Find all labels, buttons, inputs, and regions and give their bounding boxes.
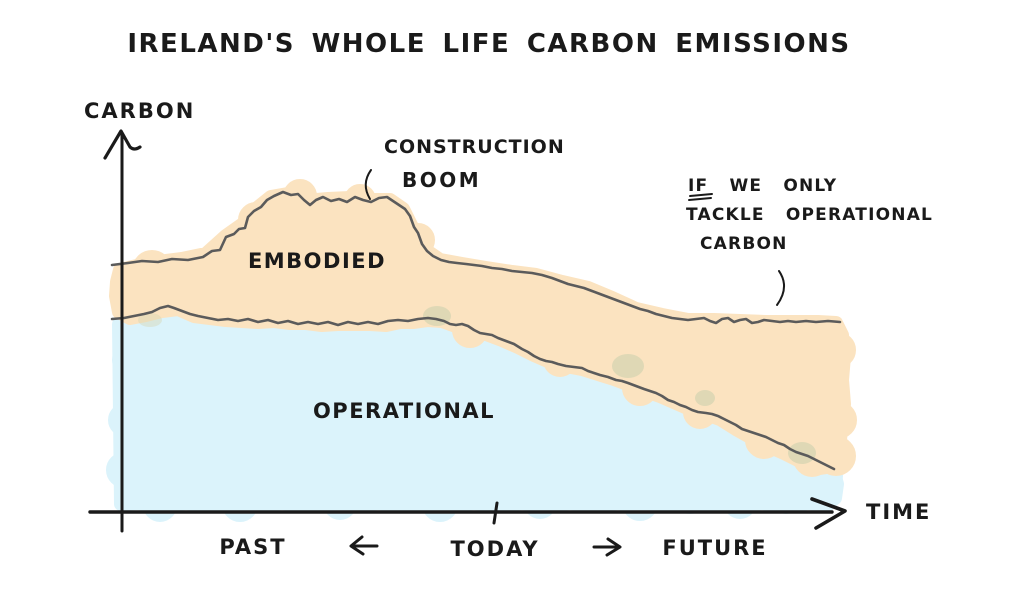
x-axis-label: TIME bbox=[866, 500, 931, 524]
up-arrow-icon bbox=[103, 129, 142, 160]
annotation-marks bbox=[364, 169, 785, 306]
tick-future: FUTURE bbox=[662, 536, 767, 560]
note-annotation-line1: IF WE ONLY bbox=[688, 176, 837, 196]
today-tick bbox=[492, 501, 499, 525]
boom-annotation-line2: BOOM bbox=[402, 168, 481, 192]
operational-label: OPERATIONAL bbox=[313, 399, 495, 423]
chart-title: IRELAND'S WHOLE LIFE CARBON EMISSIONS bbox=[127, 29, 850, 59]
left-arrow-icon bbox=[349, 535, 379, 556]
tick-today: TODAY bbox=[450, 537, 539, 561]
embodied-label: EMBODIED bbox=[248, 249, 386, 273]
right-arrow-icon bbox=[592, 537, 622, 557]
note-annotation-line3: CARBON bbox=[700, 234, 788, 254]
operational-top-line bbox=[110, 304, 836, 471]
operational-area bbox=[106, 303, 844, 522]
note-paren-icon bbox=[776, 270, 785, 306]
boom-paren-icon bbox=[364, 169, 372, 200]
if-underline bbox=[688, 193, 713, 201]
boundary-lines bbox=[110, 190, 842, 471]
axes bbox=[88, 129, 847, 557]
y-axis-label: CARBON bbox=[84, 99, 195, 123]
right-arrowhead-icon bbox=[810, 497, 847, 530]
boom-annotation-line1: CONSTRUCTION bbox=[384, 136, 565, 158]
tick-past: PAST bbox=[219, 535, 286, 559]
note-annotation-line2: TACKLE OPERATIONAL bbox=[686, 205, 933, 225]
embodied-top-line bbox=[110, 190, 842, 325]
